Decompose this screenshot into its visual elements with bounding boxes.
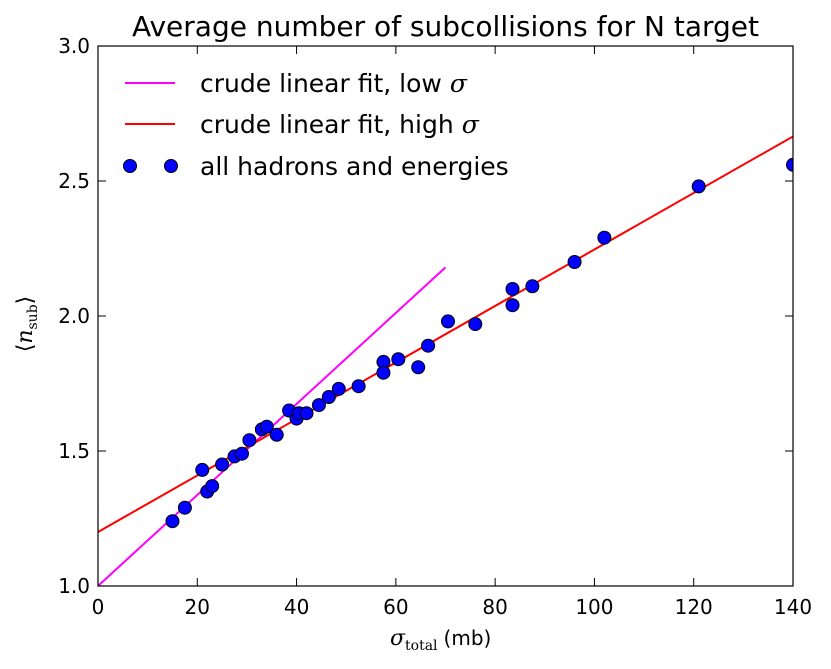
- data-point: [391, 352, 406, 367]
- data-point: [195, 462, 210, 477]
- axis-labels: σtotal (mb) ⟨nsub⟩: [13, 296, 491, 654]
- x-axis-label: σtotal (mb): [390, 626, 491, 654]
- data-point: [321, 390, 336, 404]
- data-point: [234, 446, 249, 461]
- data-point: [351, 379, 366, 394]
- x-tick-label: 80: [482, 595, 507, 619]
- legend-marker: [123, 159, 137, 173]
- data-point: [331, 381, 346, 396]
- data-point: [259, 419, 274, 434]
- data-point: [505, 298, 520, 313]
- data-point: [505, 282, 520, 296]
- legend-label-1: crude linear fit, high σ: [200, 110, 480, 139]
- data-point: [165, 514, 180, 529]
- y-axis-label-part: n: [13, 330, 38, 344]
- data-point: [691, 179, 706, 194]
- y-axis-label-part: ⟨: [13, 344, 38, 353]
- data-point: [786, 157, 793, 172]
- data-point: [421, 338, 436, 353]
- x-axis-subscript: total: [405, 638, 438, 654]
- data-point: [525, 279, 540, 294]
- data-point: [440, 314, 455, 329]
- y-axis-label: ⟨nsub⟩: [13, 296, 41, 353]
- y-tick-label: 1.5: [58, 439, 90, 463]
- data-point: [299, 406, 314, 421]
- x-tick-label: 100: [575, 595, 613, 619]
- y-tick-label: 2.0: [58, 304, 90, 328]
- legend: crude linear fit, low σ crude linear fit, …: [123, 69, 509, 181]
- fit-line-1: [98, 135, 793, 533]
- plot-area: 0 20 40 60 80 100 120 140 1.0 1.5 2.0 2.5 3.0: [58, 34, 812, 619]
- y-axis-label-part: sub: [25, 304, 41, 329]
- data-point: [311, 398, 326, 413]
- data-point: [597, 230, 612, 245]
- y-tick-label: 3.0: [58, 34, 90, 58]
- chart-title: Average number of subcollisions for N ta…: [132, 10, 759, 43]
- x-tick-label: 60: [383, 595, 408, 619]
- data-point: [177, 500, 192, 515]
- legend-marker: [164, 159, 178, 173]
- y-axis-label-group: ⟨nsub⟩: [13, 296, 41, 353]
- x-tick-label: 40: [284, 595, 309, 619]
- legend-label-0: crude linear fit, low σ: [200, 69, 468, 98]
- x-tick-label: 20: [185, 595, 210, 619]
- y-tick-label: 1.0: [58, 574, 90, 598]
- x-axis-symbol: σ: [390, 626, 406, 651]
- data-point: [242, 433, 257, 448]
- data-point: [376, 365, 391, 380]
- data-point: [269, 427, 284, 442]
- data-point: [215, 457, 230, 472]
- legend-label-2: all hadrons and energies: [200, 152, 509, 181]
- x-tick-label: 0: [92, 595, 105, 619]
- data-point: [567, 255, 582, 269]
- data-point: [411, 360, 426, 375]
- plot-data: [98, 135, 793, 586]
- data-point: [468, 317, 483, 332]
- x-tick-label: 120: [675, 595, 713, 619]
- y-axis-label-part: ⟩: [13, 296, 38, 305]
- x-axis-unit: (mb): [444, 626, 492, 650]
- legend-sigma-symbol: σ: [450, 69, 468, 98]
- data-point: [205, 479, 220, 494]
- legend-sigma-symbol: σ: [462, 110, 480, 139]
- x-tick-label: 140: [774, 595, 812, 619]
- y-tick-label: 2.5: [58, 169, 90, 193]
